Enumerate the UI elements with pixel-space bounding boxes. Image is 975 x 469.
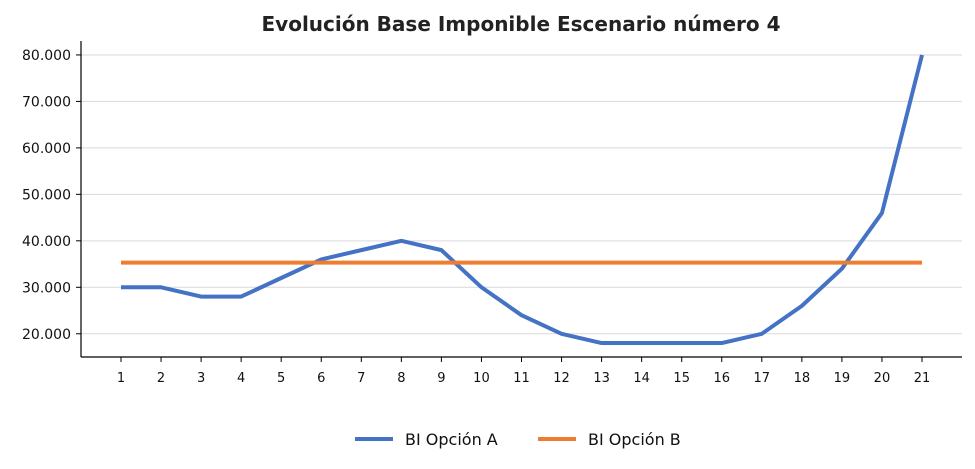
x-tick-label: 3 bbox=[197, 371, 205, 386]
y-tick-label: 60.000 bbox=[22, 141, 71, 157]
x-axis-ticks: 1 2 3 4 5 6 7 8 9 10 11 12 13 14 15 16 17 18 19 20 21 bbox=[117, 357, 930, 386]
series-line-1 bbox=[121, 54, 924, 346]
y-tick-label: 20.000 bbox=[22, 327, 71, 343]
series-lines bbox=[121, 54, 924, 346]
axes bbox=[80, 41, 962, 358]
x-tick-label: 16 bbox=[713, 371, 730, 386]
x-tick-label: 1 bbox=[117, 371, 125, 386]
y-axis-ticks: 20.000 30.000 40.000 50.000 60.000 70.000 80.0… bbox=[22, 48, 81, 343]
x-tick-label: 21 bbox=[914, 371, 931, 386]
x-tick-label: 6 bbox=[317, 371, 325, 386]
y-tick-label: 40.000 bbox=[22, 234, 71, 250]
x-tick-label: 11 bbox=[513, 371, 530, 386]
y-tick-label: 70.000 bbox=[22, 94, 71, 110]
legend-label: BI Opción B bbox=[588, 430, 681, 449]
y-tick-label: 50.000 bbox=[22, 187, 71, 203]
chart-title: Evolución Base Imponible Escenario númer… bbox=[262, 12, 781, 36]
legend: BI Opción A BI Opción B bbox=[355, 430, 681, 449]
x-tick-label: 20 bbox=[874, 371, 891, 386]
x-tick-label: 17 bbox=[754, 371, 771, 386]
gridlines bbox=[81, 54, 962, 335]
x-tick-label: 15 bbox=[673, 371, 690, 386]
x-tick-label: 14 bbox=[633, 371, 650, 386]
x-tick-label: 13 bbox=[593, 371, 610, 386]
x-tick-label: 7 bbox=[357, 371, 365, 386]
legend-label: BI Opción A bbox=[405, 430, 498, 449]
x-tick-label: 4 bbox=[237, 371, 245, 386]
x-tick-label: 9 bbox=[437, 371, 445, 386]
y-tick-label: 30.000 bbox=[22, 280, 71, 296]
x-tick-label: 5 bbox=[277, 371, 285, 386]
x-tick-label: 12 bbox=[553, 371, 570, 386]
x-tick-label: 10 bbox=[473, 371, 490, 386]
x-tick-label: 18 bbox=[794, 371, 811, 386]
y-tick-label: 80.000 bbox=[22, 48, 71, 64]
x-tick-label: 8 bbox=[397, 371, 405, 386]
x-tick-label: 2 bbox=[157, 371, 165, 386]
x-tick-label: 19 bbox=[834, 371, 851, 386]
